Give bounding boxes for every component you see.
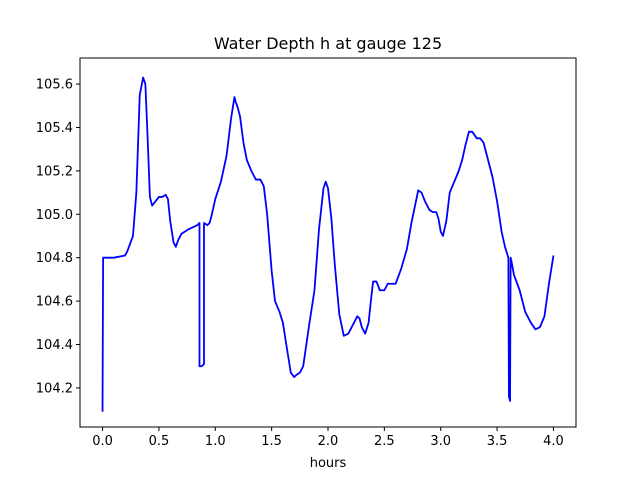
x-tick-label: 3.5 — [487, 434, 508, 449]
x-tick-label: 2.0 — [318, 434, 339, 449]
x-axis: 0.0 0.5 1.0 1.5 2.0 2.5 3.0 3.5 4.0 — [92, 427, 564, 449]
y-tick-label: 104.2 — [36, 381, 73, 396]
chart-title: Water Depth h at gauge 125 — [214, 34, 442, 53]
y-tick-label: 105.2 — [36, 164, 73, 179]
y-tick-label: 105.4 — [36, 121, 73, 136]
x-tick-label: 2.5 — [374, 434, 395, 449]
y-tick-label: 104.6 — [36, 295, 73, 310]
plot-area — [80, 58, 576, 427]
x-tick-label: 3.0 — [430, 434, 451, 449]
x-tick-label: 1.5 — [261, 434, 282, 449]
x-tick-label: 0.0 — [92, 434, 113, 449]
y-tick-label: 104.4 — [36, 338, 73, 353]
water-depth-line — [101, 76, 555, 412]
x-tick-label: 0.5 — [149, 434, 170, 449]
y-tick-label: 105.6 — [36, 78, 73, 93]
y-tick-label: 104.8 — [36, 251, 73, 266]
x-tick-label: 4.0 — [543, 434, 564, 449]
x-axis-label: hours — [310, 456, 347, 471]
x-tick-label: 1.0 — [205, 434, 226, 449]
y-axis: 104.2 104.4 104.6 104.8 105.0 105.2 105.4 105.6 — [36, 78, 80, 396]
y-tick-label: 105.0 — [36, 208, 73, 223]
plot-frame — [79, 57, 577, 428]
